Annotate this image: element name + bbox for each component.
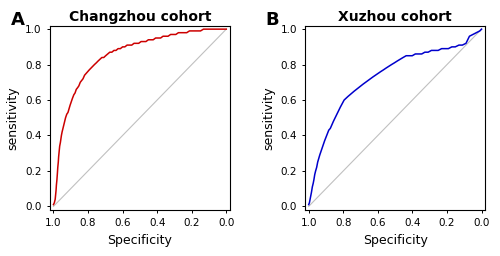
X-axis label: Specificity: Specificity [362, 234, 428, 247]
Title: Changzhou cohort: Changzhou cohort [68, 10, 211, 24]
Y-axis label: sensitivity: sensitivity [262, 86, 275, 150]
Y-axis label: sensitivity: sensitivity [6, 86, 20, 150]
Text: A: A [10, 11, 24, 29]
X-axis label: Specificity: Specificity [108, 234, 172, 247]
Text: B: B [266, 11, 280, 29]
Title: Xuzhou cohort: Xuzhou cohort [338, 10, 452, 24]
